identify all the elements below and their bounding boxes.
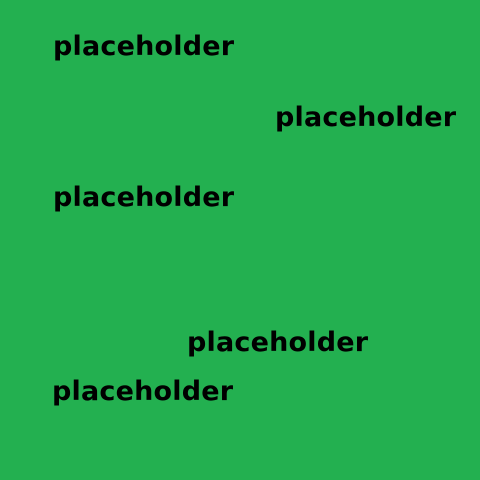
placeholder-label-2: placeholder — [275, 102, 457, 133]
placeholder-label-5: placeholder — [52, 376, 234, 407]
placeholder-label-1: placeholder — [53, 31, 235, 62]
placeholder-label-3: placeholder — [53, 182, 235, 213]
placeholder-label-4: placeholder — [187, 327, 369, 358]
